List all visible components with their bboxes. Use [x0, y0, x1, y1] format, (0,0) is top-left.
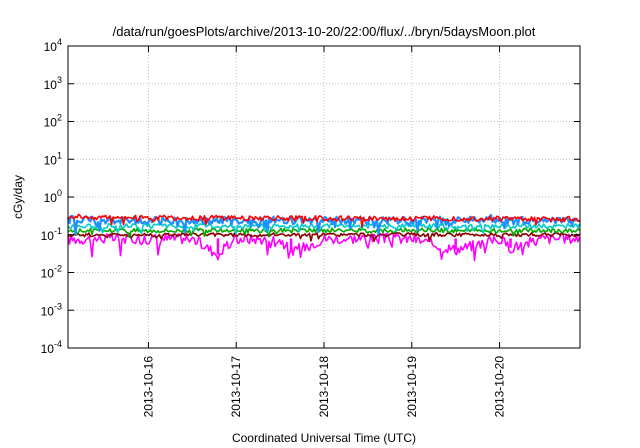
series-line [67, 213, 580, 228]
series-layer [66, 213, 581, 262]
grid [68, 46, 580, 348]
y-tick-label: 104 [44, 37, 62, 54]
chart-title: /data/run/goesPlots/archive/2013-10-20/2… [113, 24, 536, 39]
x-axis: 2013-10-16 2013-10-17 2013-10-18 2013-10-19… [141, 46, 507, 418]
x-tick-label: 2013-10-20 [493, 356, 507, 418]
x-tick-label: 2013-10-19 [405, 356, 419, 418]
y-tick-label: 10-4 [41, 339, 62, 356]
y-tick-label: 10-3 [41, 301, 62, 318]
x-tick-label: 2013-10-17 [229, 356, 243, 418]
y-axis: 10-4 10-3 10-2 10-1 100 101 102 103 104 [41, 37, 580, 356]
y-tick-label: 102 [44, 113, 62, 130]
y-tick-label: 101 [44, 150, 62, 167]
y-tick-label: 10-1 [41, 226, 62, 243]
x-tick-label: 2013-10-18 [317, 356, 331, 418]
x-axis-label: Coordinated Universal Time (UTC) [232, 431, 416, 445]
x-tick-label: 2013-10-16 [141, 356, 155, 418]
y-tick-label: 100 [44, 188, 62, 205]
series-line [67, 232, 581, 243]
series-line [67, 223, 581, 235]
y-axis-label: cGy/day [11, 175, 25, 219]
y-tick-label: 10-2 [41, 264, 62, 281]
series-line [67, 227, 581, 238]
y-tick-label: 103 [44, 75, 62, 92]
